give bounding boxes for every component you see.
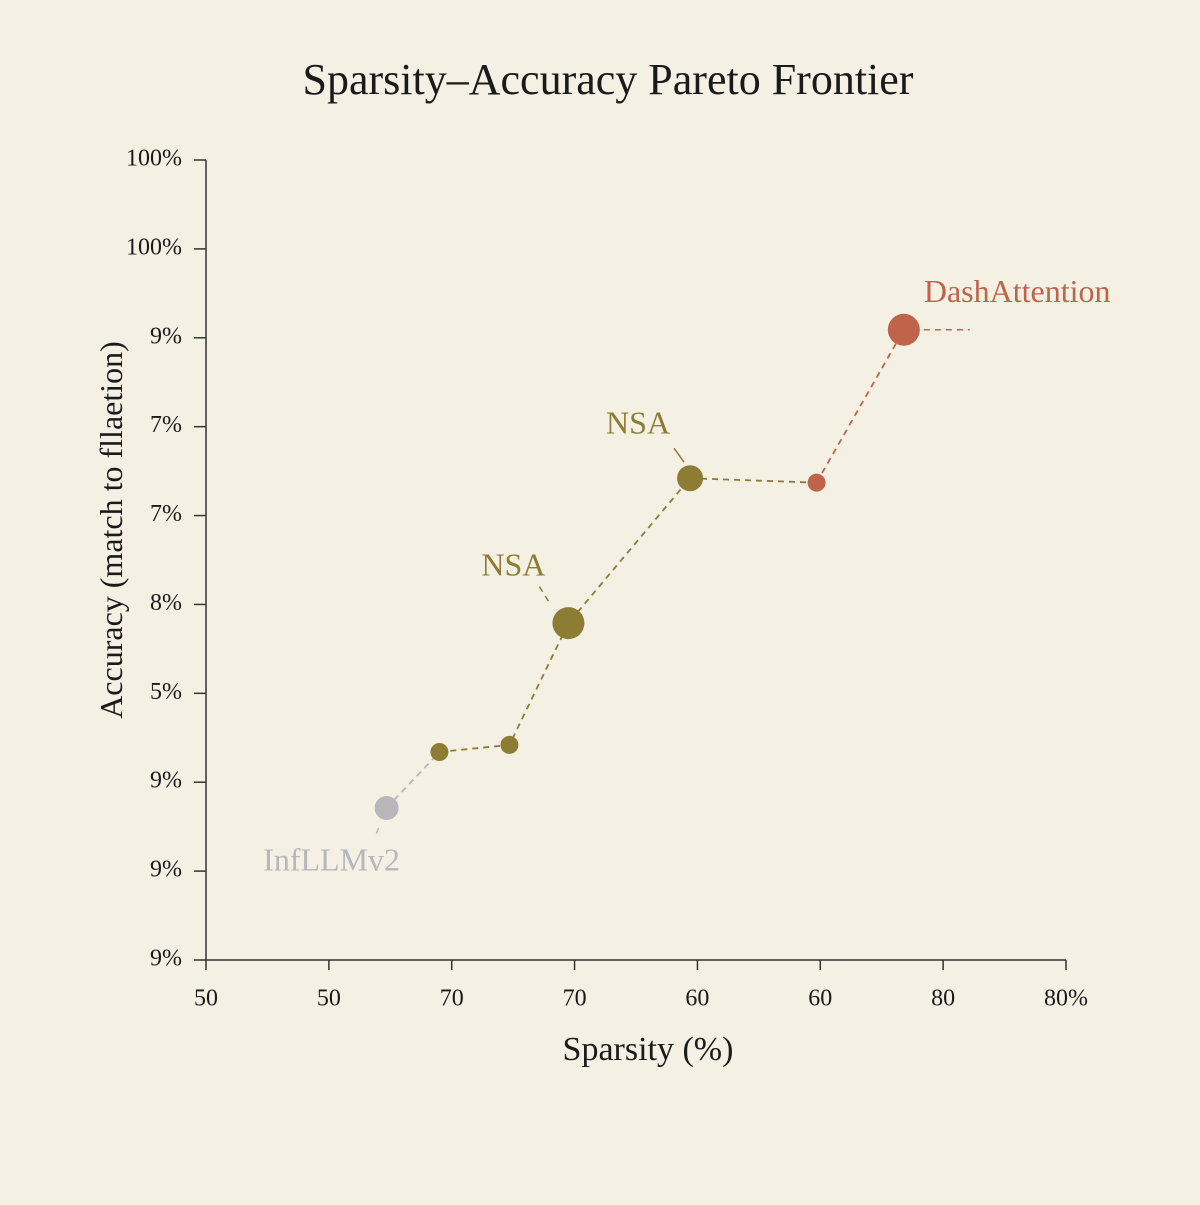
series-label: InfLLMv2 <box>263 841 400 877</box>
x-tick-label: 50 <box>317 986 341 1012</box>
series-line <box>815 329 905 484</box>
series-line <box>439 477 691 753</box>
x-tick-label: 80 <box>931 986 955 1012</box>
x-axis-label: Sparsity (%) <box>563 1031 734 1068</box>
annotation: NSA <box>606 405 670 441</box>
y-tick-label: 7% <box>150 412 182 438</box>
y-axis-label: Accuracy (match to fllaetion) <box>93 341 129 719</box>
y-tick-label: 8% <box>150 590 182 616</box>
point <box>552 607 585 640</box>
point <box>374 796 399 820</box>
point <box>887 313 920 346</box>
x-tick-label: 70 <box>563 986 587 1012</box>
point <box>807 473 826 492</box>
y-tick-label: 100% <box>126 146 182 172</box>
x-tick-label: 70 <box>440 986 464 1012</box>
y-tick-label: 5% <box>150 679 182 705</box>
x-tick-label: 50 <box>194 986 218 1012</box>
y-tick-label: 9% <box>150 857 182 883</box>
point <box>500 735 519 754</box>
y-tick-label: 9% <box>150 768 182 794</box>
leader-line <box>537 584 550 602</box>
series-label: DashAttention <box>924 273 1111 309</box>
y-tick-label: 9% <box>150 946 182 972</box>
leader-line <box>373 827 380 839</box>
x-tick-label: 60 <box>808 986 832 1012</box>
x-tick-label: 60 <box>685 986 709 1012</box>
series-label: NSA <box>481 546 545 582</box>
y-tick-label: 9% <box>150 323 182 349</box>
connector <box>385 751 441 809</box>
point <box>430 743 449 761</box>
point <box>677 465 704 492</box>
y-tick-label: 100% <box>126 234 182 260</box>
leader-line <box>673 447 685 463</box>
x-tick-label: 80% <box>1044 986 1088 1012</box>
y-tick-label: 7% <box>150 501 182 527</box>
chart-title: Sparsity–Accuracy Pareto Frontier <box>303 55 914 104</box>
connector <box>690 477 817 484</box>
